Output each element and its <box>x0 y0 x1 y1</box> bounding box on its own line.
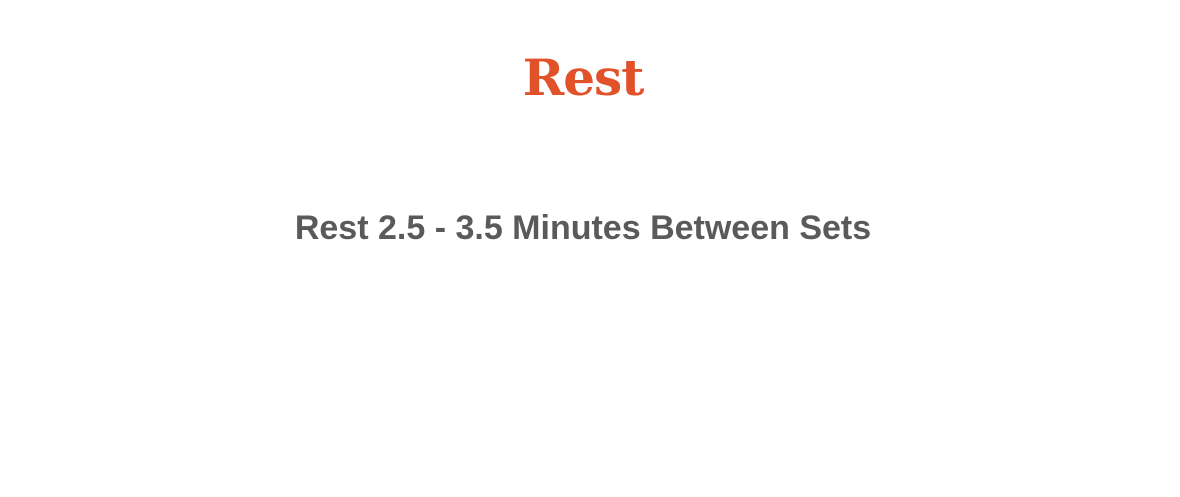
section-title: Rest <box>522 48 645 107</box>
rest-instruction-text: Rest 2.5 - 3.5 Minutes Between Sets <box>294 209 872 247</box>
